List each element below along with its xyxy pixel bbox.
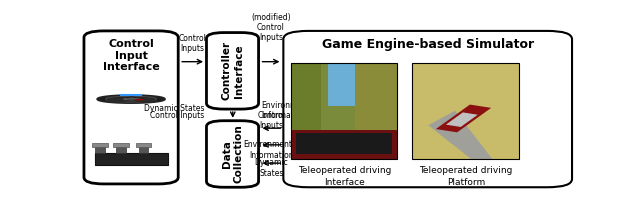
FancyBboxPatch shape: [207, 33, 259, 109]
Bar: [436, 105, 491, 132]
Polygon shape: [136, 99, 143, 100]
Polygon shape: [428, 111, 492, 159]
Text: Control
Input
Interface: Control Input Interface: [102, 39, 159, 72]
Bar: [95, 147, 105, 153]
Polygon shape: [106, 96, 156, 102]
Text: Data
Collection: Data Collection: [222, 125, 244, 183]
Text: Dynamic States: Dynamic States: [143, 104, 204, 113]
Bar: [355, 62, 397, 135]
Polygon shape: [124, 98, 138, 100]
Bar: [116, 147, 126, 153]
Bar: [412, 62, 519, 159]
Polygon shape: [97, 95, 165, 103]
Text: Environmental
Information: Environmental Information: [243, 140, 300, 160]
Bar: [291, 62, 397, 159]
Bar: [113, 143, 129, 147]
Bar: [291, 62, 321, 135]
Text: Controller
Interface: Controller Interface: [222, 41, 244, 100]
Bar: [291, 130, 397, 159]
Text: (modified)
Control
Inputs: (modified) Control Inputs: [251, 13, 291, 43]
Text: Teleoperated driving
Platform: Teleoperated driving Platform: [419, 167, 513, 187]
FancyBboxPatch shape: [207, 121, 259, 187]
Bar: [296, 133, 392, 154]
Text: Control
Inputs: Control Inputs: [179, 34, 207, 53]
Text: Environmental
Information: Environmental Information: [261, 101, 317, 121]
Bar: [138, 147, 148, 153]
Text: Teleoperated driving
Interface: Teleoperated driving Interface: [298, 167, 391, 187]
Text: Game Engine-based Simulator: Game Engine-based Simulator: [322, 38, 534, 51]
Text: Dynamic
States: Dynamic States: [255, 158, 289, 178]
Bar: [136, 143, 152, 147]
Bar: [328, 62, 397, 106]
Bar: [291, 62, 397, 159]
Bar: [291, 62, 397, 159]
Text: Control Inputs: Control Inputs: [150, 111, 204, 120]
Bar: [446, 112, 477, 127]
Bar: [95, 153, 168, 165]
FancyBboxPatch shape: [84, 31, 178, 184]
Bar: [412, 62, 519, 159]
Text: Control
Inputs: Control Inputs: [257, 111, 285, 130]
Bar: [92, 143, 108, 147]
FancyBboxPatch shape: [284, 31, 572, 187]
